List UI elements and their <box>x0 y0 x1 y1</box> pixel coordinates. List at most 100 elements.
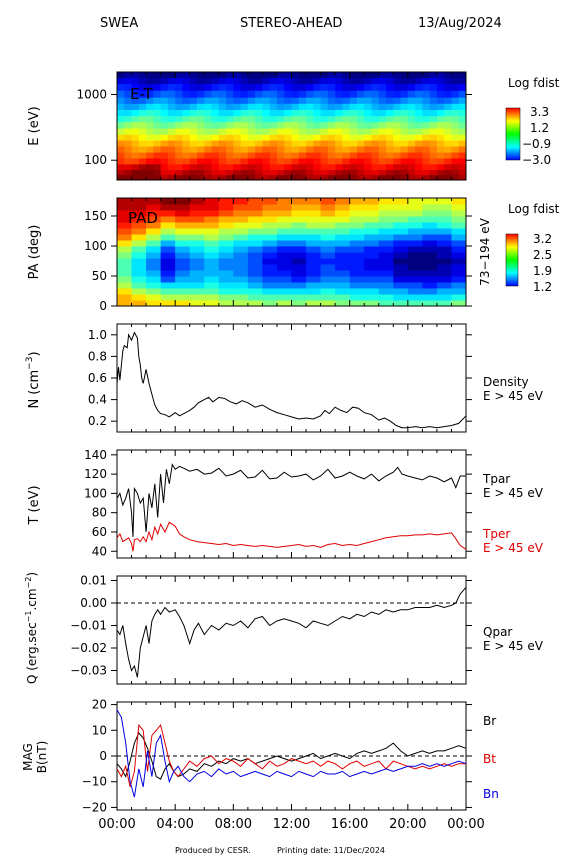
pad-cell <box>306 234 322 241</box>
et-cell <box>313 116 322 123</box>
pad-cell <box>218 276 234 283</box>
pad-cell <box>262 240 278 247</box>
pad-cell <box>233 222 249 229</box>
pad-cell <box>233 246 249 253</box>
et-cell <box>240 122 249 130</box>
pad-cell <box>131 210 147 217</box>
et-cell <box>247 103 256 111</box>
et-cell <box>204 170 213 176</box>
et-cell <box>436 158 445 165</box>
et-cell <box>240 116 249 123</box>
et-cell <box>175 128 183 136</box>
pad-cell <box>407 234 423 241</box>
et-cell <box>422 128 431 136</box>
density-series <box>116 331 467 429</box>
et-cell <box>131 146 140 154</box>
pad-cell <box>306 300 322 307</box>
y-tick-label: 1000 <box>76 88 107 102</box>
et-cell <box>335 134 343 142</box>
pad-cell <box>306 276 322 283</box>
density-yticks: 0.2 0.4 0.6 0.8 1.0 <box>88 324 472 432</box>
et-cell <box>153 146 162 154</box>
et-cell <box>240 77 249 85</box>
et-cell <box>262 175 271 181</box>
et-cell <box>291 152 300 159</box>
density-label-name: Density <box>483 375 529 389</box>
pad-cell <box>306 294 322 301</box>
et-cell <box>400 109 409 117</box>
pad-cell <box>233 234 249 241</box>
et-cell <box>451 140 460 148</box>
et-cell <box>349 134 358 142</box>
et-cell <box>313 164 322 171</box>
et-cell <box>422 134 431 142</box>
et-cell <box>306 97 314 105</box>
pad-cell <box>218 270 234 277</box>
et-cell <box>153 109 162 117</box>
et-cell <box>276 140 285 148</box>
et-cell <box>138 109 147 117</box>
et-cell <box>400 84 409 92</box>
pad-cell <box>160 216 176 223</box>
pad-cell <box>146 252 162 259</box>
heatflux-ylabel-sup2: −2 <box>24 577 33 589</box>
et-cell <box>371 140 380 148</box>
pad-cell <box>262 204 278 211</box>
et-cell <box>160 175 169 181</box>
pad-cell <box>175 210 191 217</box>
et-cell <box>262 128 271 136</box>
et-cell <box>407 128 416 136</box>
pad-cell <box>291 276 307 283</box>
et-cell <box>306 175 314 181</box>
pad-cell <box>247 210 263 217</box>
et-cell <box>393 116 402 123</box>
pad-cell <box>436 234 452 241</box>
pad-cell <box>175 240 191 247</box>
et-cell <box>211 175 220 181</box>
et-cell <box>436 146 445 154</box>
et-cell <box>356 140 365 148</box>
pad-cell <box>320 198 336 205</box>
et-cell <box>138 90 147 99</box>
et-cell <box>255 97 263 105</box>
et-cell <box>298 77 307 85</box>
et-cell <box>371 158 380 165</box>
et-cell <box>386 134 394 142</box>
pad-cell <box>117 216 133 223</box>
pad-cell <box>160 288 176 295</box>
pad-cell <box>262 288 278 295</box>
et-cell <box>356 134 365 142</box>
et-cell <box>444 152 452 159</box>
et-cell <box>138 128 147 136</box>
pad-cell <box>335 300 351 307</box>
et-cell <box>167 175 176 181</box>
et-cell <box>131 116 140 123</box>
et-cell <box>291 109 300 117</box>
pad-cell <box>451 246 467 253</box>
pad-cell <box>349 258 365 265</box>
et-cell <box>320 72 329 79</box>
et-cell <box>204 175 213 181</box>
et-cell <box>400 158 409 165</box>
pad-cell <box>291 210 307 217</box>
et-cell <box>386 72 394 79</box>
pad-cbar-tick-1: 3.2 <box>533 232 552 246</box>
et-cell <box>226 116 234 123</box>
et-cell <box>356 164 365 171</box>
heatflux-series <box>116 586 467 678</box>
pad-cell <box>276 222 292 229</box>
pad-cell <box>349 222 365 229</box>
et-cell <box>269 152 278 159</box>
pad-cell <box>160 240 176 247</box>
et-cell <box>400 170 409 176</box>
et-cell <box>407 90 416 99</box>
pad-cell <box>364 234 380 241</box>
et-cell <box>306 146 314 154</box>
pad-cell <box>320 234 336 241</box>
et-cell <box>247 77 256 85</box>
et-cell <box>131 72 140 79</box>
et-cell <box>189 140 198 148</box>
et-cell <box>342 72 351 79</box>
pad-cell <box>306 240 322 247</box>
et-cell <box>335 97 343 105</box>
